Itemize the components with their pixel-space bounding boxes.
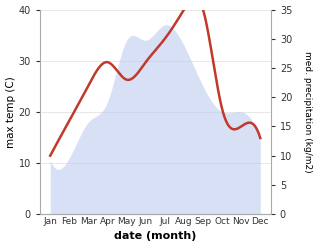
Y-axis label: max temp (C): max temp (C) [5, 76, 16, 148]
Y-axis label: med. precipitation (kg/m2): med. precipitation (kg/m2) [303, 51, 313, 173]
X-axis label: date (month): date (month) [114, 231, 197, 242]
